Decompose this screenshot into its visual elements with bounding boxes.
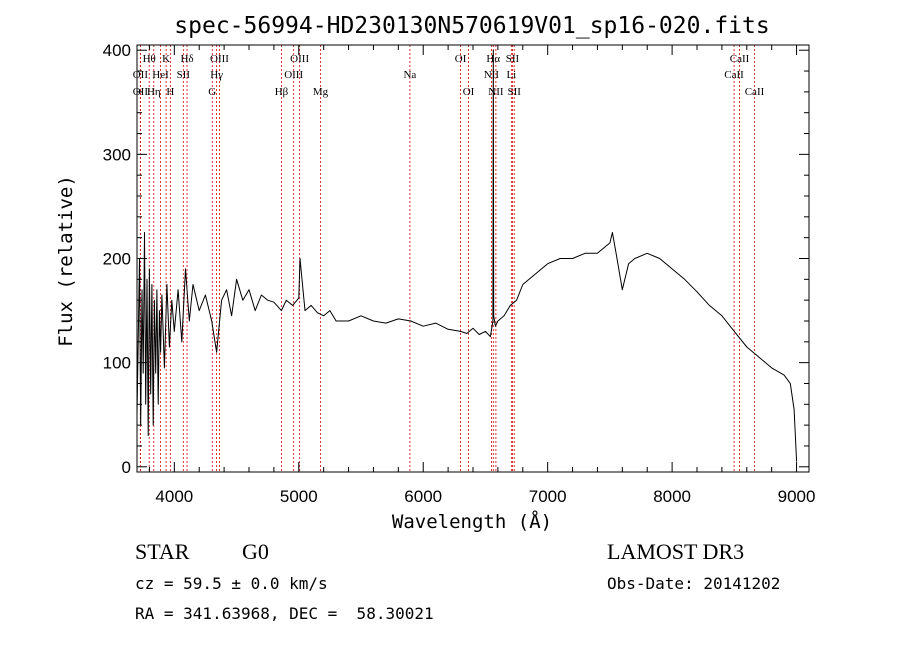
- plot-frame: [136, 44, 810, 473]
- survey-name: LAMOST DR3: [607, 539, 745, 564]
- y-axis-label: Flux (relative): [55, 175, 77, 347]
- line-label-8: SII: [177, 69, 191, 81]
- x-tick-label-0: 4000: [155, 487, 193, 506]
- x-tick-label-2: 6000: [404, 487, 442, 506]
- line-label-14: OIII: [284, 69, 303, 81]
- chart-title: spec-56994-HD230130N570619V01_sp16-020.f…: [174, 13, 769, 39]
- y-tick-label-3: 300: [103, 145, 131, 164]
- line-label-26: CaII: [724, 69, 744, 81]
- line-label-27: CaII: [745, 86, 765, 98]
- line-label-10: Hγ: [210, 69, 223, 81]
- line-label-16: Na: [403, 69, 416, 81]
- line-label-3: Hη: [147, 86, 161, 98]
- x-tick-label-4: 8000: [653, 487, 691, 506]
- x-tick-label-5: 9000: [778, 487, 816, 506]
- y-tick-label-2: 200: [103, 250, 131, 269]
- line-label-24: SII: [507, 86, 521, 98]
- spectrum-chart: spec-56994-HD230130N570619V01_sp16-020.f…: [55, 13, 816, 533]
- line-label-6: H: [166, 86, 174, 98]
- object-class: STAR: [135, 539, 190, 564]
- coordinates-readout: RA = 341.63968, DEC = 58.30021: [135, 604, 434, 623]
- line-label-18: OI: [463, 86, 475, 98]
- y-tick-label-4: 400: [103, 41, 131, 60]
- line-label-9: OIII: [210, 53, 229, 65]
- line-label-21: NII: [488, 86, 504, 98]
- object-subclass: G0: [242, 539, 269, 564]
- line-label-7: Hδ: [180, 53, 193, 65]
- line-label-11: G: [208, 86, 216, 98]
- line-label-0: Hθ: [143, 53, 156, 65]
- line-label-12: Hβ: [275, 86, 289, 98]
- line-label-17: OI: [455, 53, 467, 65]
- line-label-22: SII: [506, 53, 520, 65]
- x-axis: 4000 5000 6000 7000 8000 9000: [148, 45, 816, 506]
- line-label-15: Mg: [313, 86, 329, 98]
- series-group: [136, 49, 798, 462]
- line-label-20: NII: [484, 69, 500, 81]
- line-marker-group: [139, 45, 755, 472]
- x-tick-label-3: 7000: [529, 487, 567, 506]
- y-axis: 0 100 200 300 400: [103, 41, 809, 477]
- x-axis-label: Wavelength (Å): [392, 510, 552, 533]
- line-label-25: CaII: [730, 53, 750, 65]
- line-label-23: Li: [506, 69, 516, 81]
- line-label-5: K: [162, 53, 170, 65]
- spectrum-line: [136, 49, 798, 462]
- y-tick-label-0: 0: [122, 458, 131, 477]
- redshift-readout: cz = 59.5 ± 0.0 km/s: [135, 574, 328, 593]
- x-tick-label-1: 5000: [280, 487, 318, 506]
- line-label-4: HeI: [152, 69, 169, 81]
- y-tick-label-1: 100: [103, 354, 131, 373]
- observation-date: Obs-Date: 20141202: [607, 574, 781, 593]
- line-label-13: OIII: [290, 53, 309, 65]
